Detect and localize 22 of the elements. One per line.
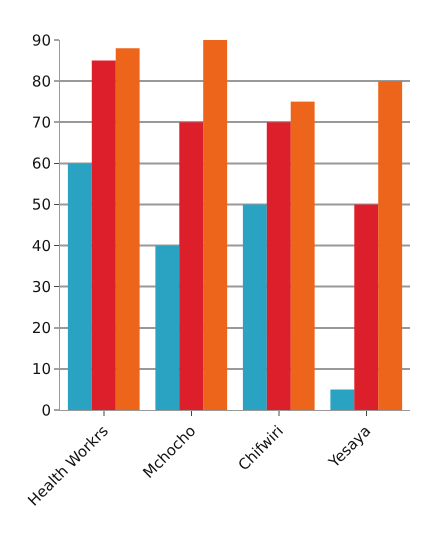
y-tick-label: 50: [32, 196, 51, 214]
y-tick-label: 80: [32, 72, 51, 90]
bar: [92, 60, 116, 410]
y-tick-label: 70: [32, 113, 51, 132]
bar: [68, 163, 92, 410]
bar: [116, 48, 140, 410]
y-tick-label: 0: [41, 401, 51, 420]
y-tick-label: 40: [32, 236, 51, 255]
bar: [179, 122, 204, 410]
bar: [203, 40, 228, 410]
bar: [330, 389, 354, 410]
bar: [354, 204, 378, 410]
bar: [378, 81, 402, 410]
bar: [242, 204, 267, 410]
bar: [290, 102, 315, 410]
y-tick-label: 10: [32, 360, 51, 378]
y-tick-label: 20: [32, 319, 51, 338]
y-tick-label: 60: [32, 154, 51, 173]
y-tick-label: 90: [32, 31, 51, 50]
bar: [266, 122, 291, 410]
y-tick-label: 30: [32, 278, 51, 296]
bar: [155, 246, 180, 410]
